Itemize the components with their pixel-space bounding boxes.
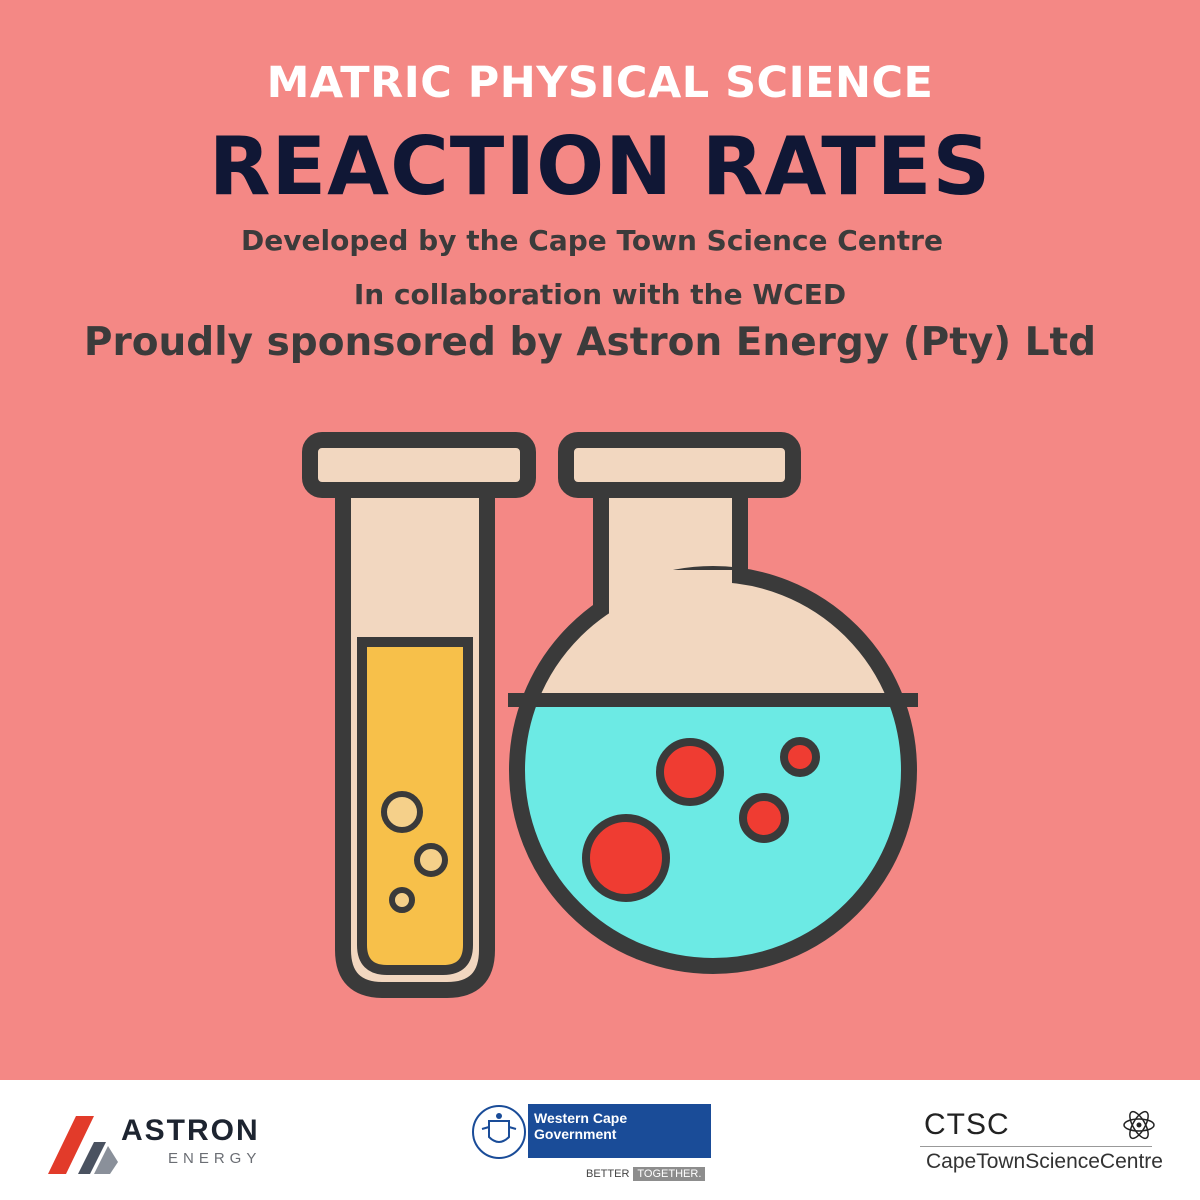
crest-icon bbox=[472, 1105, 526, 1159]
ctsc-abbreviation: CTSC bbox=[924, 1108, 1010, 1141]
astron-subtitle: ENERGY bbox=[168, 1150, 262, 1167]
round-flask-icon bbox=[508, 432, 918, 974]
astron-wordmark: ASTRON bbox=[121, 1114, 260, 1147]
kicker-title: MATRIC PHYSICAL SCIENCE bbox=[266, 58, 934, 108]
wcg-name: Western Cape Government bbox=[534, 1110, 628, 1142]
poster: MATRIC PHYSICAL SCIENCE REACTION RATES D… bbox=[83, 58, 1097, 998]
ctsc-divider bbox=[920, 1146, 1152, 1147]
test-tube-icon bbox=[302, 432, 536, 998]
wcg-tagline-part2: TOGETHER. bbox=[633, 1167, 706, 1181]
credit-sponsor: Proudly sponsored by Astron Energy (Pty)… bbox=[83, 320, 1097, 365]
wcg-name-panel: Western Cape Government bbox=[528, 1104, 711, 1158]
western-cape-government-logo: Western Cape Government BETTER TOGETHER. bbox=[470, 1104, 740, 1181]
atom-icon bbox=[1123, 1110, 1155, 1140]
sponsor-footer: ASTRON ENERGY Western Cape Government BE… bbox=[0, 1080, 1200, 1200]
ctsc-full-name: CapeTownScienceCentre bbox=[926, 1150, 1163, 1173]
astron-energy-logo: ASTRON ENERGY bbox=[48, 1110, 278, 1180]
ctsc-logo: CTSC CapeTownScienceCentre bbox=[920, 1108, 1163, 1178]
astron-mark-icon bbox=[48, 1116, 118, 1174]
wcg-tagline: BETTER TOGETHER. bbox=[586, 1166, 706, 1183]
credit-developed: Developed by the Cape Town Science Centr… bbox=[241, 224, 943, 257]
headline-title: REACTION RATES bbox=[208, 120, 992, 213]
wcg-tagline-part1: BETTER bbox=[586, 1168, 630, 1180]
test-tube-and-flask-icon bbox=[302, 432, 918, 998]
credit-collaboration: In collaboration with the WCED bbox=[353, 278, 847, 311]
